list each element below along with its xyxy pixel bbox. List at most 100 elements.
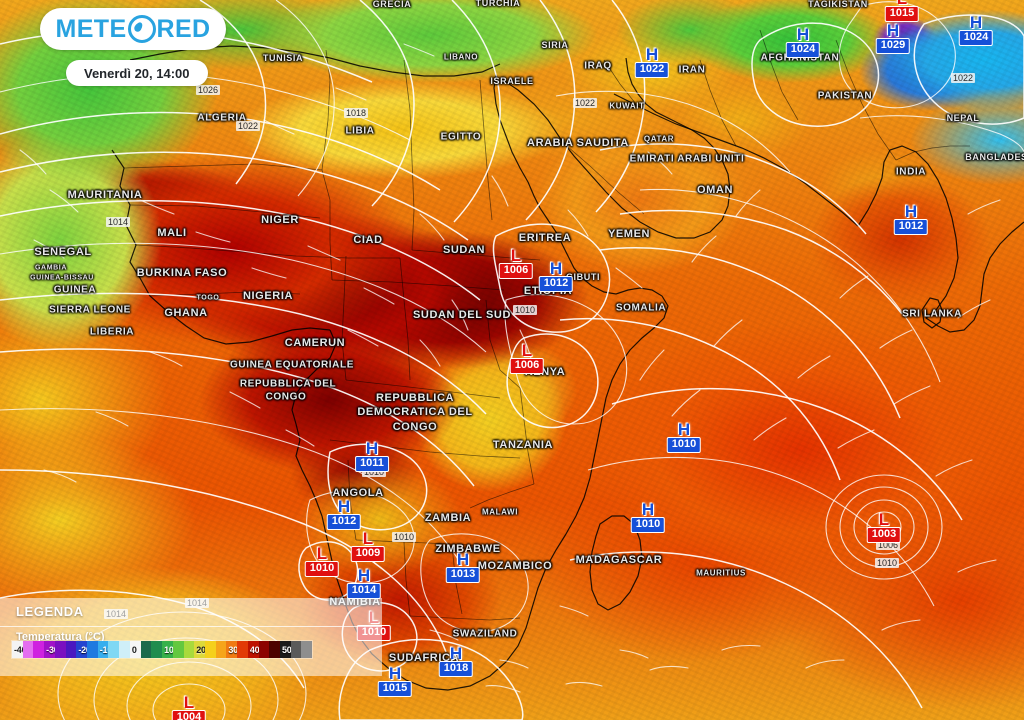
low-pressure-marker: L 1009 — [350, 529, 386, 562]
color-scale-segment — [258, 641, 270, 658]
color-scale-segment — [269, 641, 280, 658]
high-pressure-icon: H — [449, 644, 463, 663]
color-scale-segment: 50 — [279, 641, 292, 658]
low-pressure-marker: L 1004 — [171, 693, 207, 720]
isobar-value-label: 1010 — [361, 467, 387, 477]
isobar-value-label: 1022 — [572, 98, 598, 108]
high-pressure-icon: H — [337, 497, 351, 516]
pressure-value: 1011 — [355, 456, 389, 472]
isobar-value-label: 1014 — [105, 217, 131, 227]
color-scale-segment — [65, 641, 77, 658]
color-scale-tick-label: 20 — [196, 644, 206, 655]
high-pressure-marker: H 1010 — [630, 500, 666, 533]
low-pressure-icon: L — [183, 693, 195, 712]
high-pressure-marker: H 1015 — [377, 664, 413, 697]
high-pressure-marker: H 1024 — [785, 25, 821, 58]
color-scale-segment: -10 — [97, 641, 113, 658]
high-pressure-marker: H 1013 — [445, 550, 481, 583]
low-pressure-marker: L 1006 — [509, 341, 545, 374]
color-scale-tick-label: 30 — [228, 644, 238, 655]
pressure-value: 1006 — [498, 263, 534, 279]
pressure-value: 1006 — [509, 358, 545, 374]
pressure-value: 1018 — [438, 661, 474, 677]
color-scale-tick-label: 50 — [281, 644, 292, 655]
pressure-value: 1010 — [304, 561, 340, 577]
isobar-value-label: 1010 — [874, 558, 900, 568]
logo-wordmark: METE RED — [55, 15, 210, 44]
low-pressure-marker: L1015 — [884, 0, 920, 22]
color-scale-segment — [301, 641, 313, 658]
pressure-value: 1015 — [884, 6, 920, 22]
color-scale-tick-label: 10 — [164, 644, 174, 655]
high-pressure-icon: H — [969, 13, 983, 32]
color-scale-segment — [183, 641, 195, 658]
high-pressure-icon: H — [677, 420, 691, 439]
temperature-color-scale: -40 -30 -20 -10 0 10 20 30 40 50 — [12, 641, 313, 658]
color-scale-segment: 40 — [247, 641, 260, 658]
color-scale-tick-label: -40 — [14, 644, 27, 655]
color-scale-segment — [151, 641, 163, 658]
low-pressure-icon: L — [362, 529, 374, 548]
pressure-value: 1003 — [866, 527, 902, 543]
legend-panel: LEGENDA Temperatura (°C) — [0, 598, 382, 676]
high-pressure-icon: H — [886, 21, 900, 40]
pressure-value: 1022 — [634, 62, 670, 78]
high-pressure-icon: H — [904, 202, 918, 221]
color-scale-tick-label: 40 — [249, 644, 260, 655]
color-scale-segment — [22, 641, 34, 658]
high-pressure-marker: H 1012 — [538, 259, 574, 292]
isobar-value-label: 1006 — [875, 540, 901, 550]
isobar-value-label: 1018 — [343, 108, 369, 118]
pressure-value: 1010 — [666, 437, 702, 453]
high-pressure-icon: H — [388, 664, 402, 683]
pressure-value: 1014 — [346, 583, 382, 599]
low-pressure-icon: L — [521, 341, 533, 360]
legend-title: LEGENDA — [16, 604, 84, 619]
wind-streamlines — [19, 43, 1001, 693]
color-scale-segment — [140, 641, 152, 658]
water-drop-in-circle-icon — [127, 15, 156, 43]
color-scale-tick-label: -30 — [46, 644, 59, 655]
high-pressure-icon: H — [796, 25, 810, 44]
pressure-value: 1009 — [350, 546, 386, 562]
color-scale-tick-label: 0 — [131, 644, 137, 655]
color-scale-segment: 10 — [162, 641, 174, 658]
color-scale-segment — [237, 641, 248, 658]
high-pressure-marker: H 1011 — [355, 440, 389, 472]
low-pressure-icon: L — [885, 0, 919, 7]
color-scale-segment — [119, 641, 130, 658]
color-scale-segment — [204, 641, 216, 658]
high-pressure-marker: H 1018 — [438, 644, 474, 677]
low-pressure-icon: L — [510, 246, 522, 265]
high-pressure-marker: H 1029 — [875, 21, 911, 54]
pressure-value: 1024 — [958, 30, 994, 46]
high-pressure-icon: H — [549, 259, 563, 278]
pressure-value: 1012 — [326, 514, 362, 530]
high-pressure-icon: H — [645, 45, 659, 64]
pressure-value: 1012 — [538, 276, 574, 292]
color-scale-tick-label: -20 — [78, 644, 91, 655]
logo-text-part1: METE — [55, 14, 127, 43]
color-scale-segment — [290, 641, 302, 658]
low-pressure-icon: L — [316, 544, 328, 563]
high-pressure-icon: H — [641, 500, 655, 519]
isobar-value-label: 1022 — [950, 73, 976, 83]
meteored-logo[interactable]: METE RED — [40, 8, 226, 50]
high-pressure-icon: H — [456, 550, 470, 569]
color-scale-segment: 20 — [194, 641, 206, 658]
timestamp-chip[interactable]: Venerdì 20, 14:00 — [66, 60, 208, 86]
timestamp-label: Venerdì 20, 14:00 — [84, 65, 190, 81]
pressure-value: 1013 — [445, 567, 481, 583]
color-scale-tick-label: -10 — [99, 644, 113, 655]
high-pressure-icon: H — [357, 566, 371, 585]
high-pressure-icon: H — [365, 439, 379, 458]
isobar-value-label: 1026 — [195, 85, 221, 95]
pressure-value: 1004 — [171, 710, 207, 720]
high-pressure-marker: H 1010 — [666, 420, 702, 453]
logo-text-part2: RED — [156, 14, 211, 43]
color-scale-segment — [87, 641, 98, 658]
color-scale-segment: 30 — [226, 641, 238, 658]
isobar-value-label: 1022 — [235, 121, 261, 131]
color-scale-segment: -40 — [12, 641, 27, 658]
